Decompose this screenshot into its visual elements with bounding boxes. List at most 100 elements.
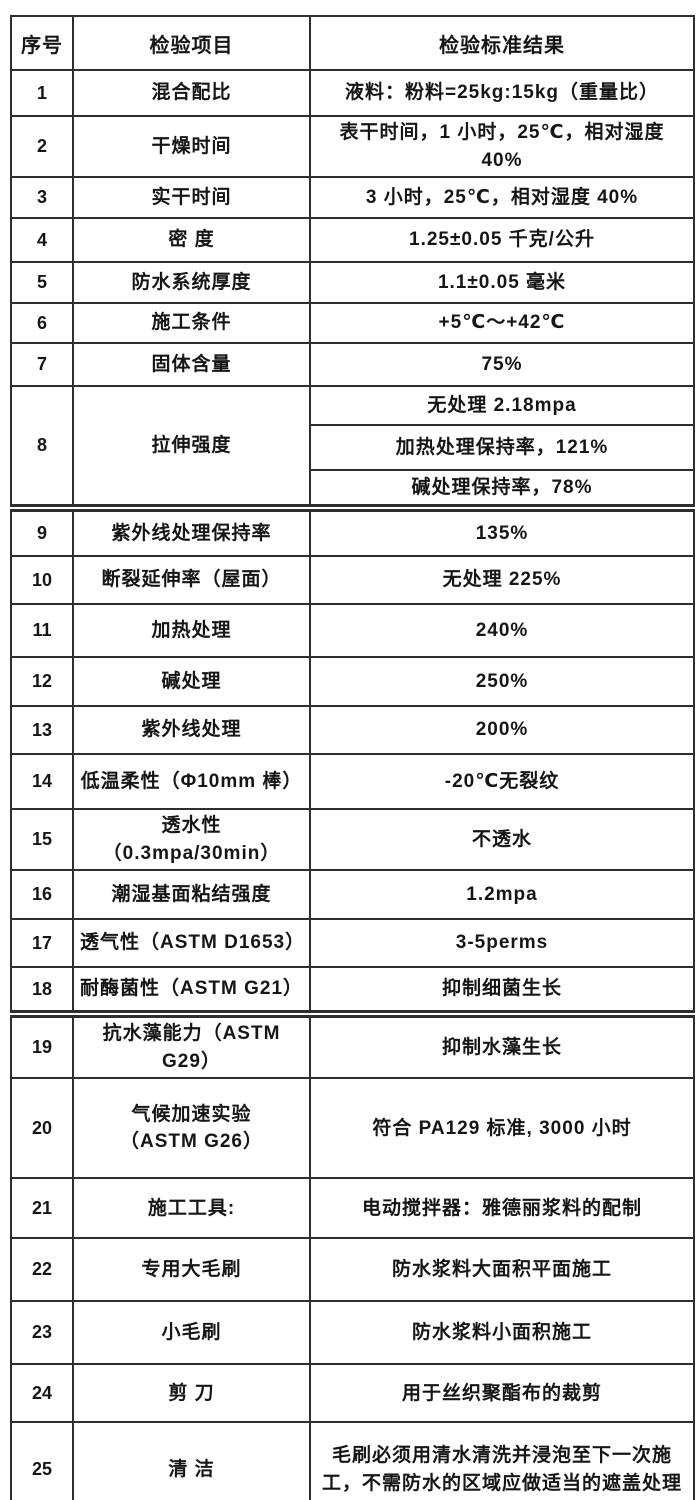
result-cell: 不透水: [309, 808, 695, 872]
item-cell: 断裂延伸率（屋面）: [72, 555, 311, 606]
table-row: 2 干燥时间 表干时间，1 小时，25℃，相对湿度 40%: [10, 114, 695, 179]
result-cell: 防水浆料大面积平面施工: [309, 1237, 695, 1303]
table-row: 3 实干时间 3 小时，25℃，相对湿度 40%: [10, 176, 695, 220]
table-row: 15 透水性（0.3mpa/30min） 不透水: [10, 808, 695, 872]
inspection-standards-table: 序号 检验项目 检验标准结果 1 混合配比 液料：粉料=25kg:15kg（重量比）…: [10, 15, 695, 1500]
item-cell: 加热处理: [72, 603, 311, 659]
table-row: 22 专用大毛刷 防水浆料大面积平面施工: [10, 1237, 695, 1303]
item-cell: 抗水藻能力（ASTM G29）: [72, 1010, 311, 1080]
table-row: 5 防水系统厚度 1.1±0.05 毫米: [10, 261, 695, 305]
table-row: 12 碱处理 250%: [10, 656, 695, 708]
table-row: 16 潮湿基面粘结强度 1.2mpa: [10, 869, 695, 921]
item-cell: 专用大毛刷: [72, 1237, 311, 1303]
result-cell: 抑制细菌生长: [309, 966, 695, 1016]
table-row: 1 混合配比 液料：粉料=25kg:15kg（重量比）: [10, 69, 695, 117]
item-cell: 透水性（0.3mpa/30min）: [72, 808, 311, 872]
item-cell: 小毛刷: [72, 1300, 311, 1366]
table-row: 19 抗水藻能力（ASTM G29） 抑制水藻生长: [10, 1010, 695, 1080]
table-row: 14 低温柔性（Φ10mm 棒） -20℃无裂纹: [10, 753, 695, 811]
result-cell: +5℃～+42℃: [309, 302, 695, 345]
item-cell: 施工工具:: [72, 1177, 311, 1240]
result-cell: 1.1±0.05 毫米: [309, 261, 695, 305]
item-cell: 防水系统厚度: [72, 261, 311, 305]
table-header-row: 序号 检验项目 检验标准结果: [10, 15, 695, 71]
row-number-cell: 25: [10, 1421, 74, 1500]
table-row: 10 断裂延伸率（屋面） 无处理 225%: [10, 555, 695, 606]
row-number-cell: 11: [10, 603, 74, 659]
item-cell: 密 度: [72, 217, 311, 264]
table-row: 20 气候加速实验 （ASTM G26） 符合 PA129 标准, 3000 小时: [10, 1077, 695, 1180]
item-cell: 固体含量: [72, 342, 311, 388]
table-row: 6 施工条件 +5℃～+42℃: [10, 302, 695, 345]
table-row: 8 拉伸强度 无处理 2.18mpa: [10, 385, 695, 510]
row-number-cell: 8: [10, 385, 74, 510]
row-number-cell: 2: [10, 114, 74, 179]
row-number-cell: 6: [10, 302, 74, 345]
row-number-cell: 4: [10, 217, 74, 264]
item-cell: 气候加速实验 （ASTM G26）: [72, 1077, 311, 1180]
result-cell: 3 小时，25℃，相对湿度 40%: [309, 176, 695, 220]
table-row: 9 紫外线处理保持率 135%: [10, 504, 695, 558]
result-cell: 200%: [309, 705, 695, 756]
row-number-cell: 5: [10, 261, 74, 305]
result-cell: 符合 PA129 标准, 3000 小时: [309, 1077, 695, 1180]
result-subcell: 加热处理保持率，121%: [309, 424, 695, 472]
result-cell: 250%: [309, 656, 695, 708]
result-cell: 75%: [309, 342, 695, 388]
row-number-cell: 3: [10, 176, 74, 220]
item-cell: 潮湿基面粘结强度: [72, 869, 311, 921]
header-seq-no: 序号: [10, 15, 74, 71]
result-cell: 液料：粉料=25kg:15kg（重量比）: [309, 69, 695, 117]
table-row: 13 紫外线处理 200%: [10, 705, 695, 756]
table-subrow: 碱处理保持率，78%: [11, 469, 695, 510]
row-number-cell: 18: [10, 966, 74, 1016]
row-number-cell: 1: [10, 69, 74, 117]
result-cell: 135%: [309, 504, 695, 558]
result-cell: 表干时间，1 小时，25℃，相对湿度 40%: [309, 114, 695, 179]
item-cell: 混合配比: [72, 69, 311, 117]
item-cell: 耐酶菌性（ASTM G21）: [72, 966, 311, 1016]
table-row: 24 剪 刀用于丝织聚酯布的裁剪: [10, 1363, 695, 1424]
item-cell: 拉伸强度: [72, 385, 311, 510]
result-cell: 1.2mpa: [309, 869, 695, 921]
table-row: 21 施工工具: 电动搅拌器：雅德丽浆料的配制: [10, 1177, 695, 1240]
table-row: 17 透气性（ASTM D1653） 3-5perms: [10, 918, 695, 969]
item-cell: 施工条件: [72, 302, 311, 345]
row-number-cell: 9: [10, 504, 74, 558]
row-number-cell: 14: [10, 753, 74, 811]
row-number-cell: 24: [10, 1363, 74, 1424]
result-subcell: 碱处理保持率，78%: [309, 469, 695, 510]
table-row: 23 小毛刷 防水浆料小面积施工: [10, 1300, 695, 1366]
result-cell: 电动搅拌器：雅德丽浆料的配制: [309, 1177, 695, 1240]
item-cell: 低温柔性（Φ10mm 棒）: [72, 753, 311, 811]
row-number-cell: 23: [10, 1300, 74, 1366]
row-number-cell: 17: [10, 918, 74, 969]
result-cell: 无处理 225%: [309, 555, 695, 606]
result-cell: 3-5perms: [309, 918, 695, 969]
item-cell: 剪 刀: [72, 1363, 311, 1424]
result-subcell: 无处理 2.18mpa: [309, 385, 695, 427]
row-number-cell: 20: [10, 1077, 74, 1180]
table-row: 7 固体含量 75%: [10, 342, 695, 388]
item-cell: 碱处理: [72, 656, 311, 708]
table-row: 11 加热处理 240%: [10, 603, 695, 659]
result-cell: 用于丝织聚酯布的裁剪: [309, 1363, 695, 1424]
result-cell: 防水浆料小面积施工: [309, 1300, 695, 1366]
result-cell: 抑制水藻生长: [309, 1010, 695, 1080]
header-inspection-item: 检验项目: [72, 15, 311, 71]
header-standard-result: 检验标准结果: [309, 15, 695, 71]
result-cell: 240%: [309, 603, 695, 659]
result-cell: -20℃无裂纹: [309, 753, 695, 811]
item-cell: 透气性（ASTM D1653）: [72, 918, 311, 969]
table-row: 18 耐酶菌性（ASTM G21） 抑制细菌生长: [10, 966, 695, 1016]
item-cell: 紫外线处理: [72, 705, 311, 756]
row-number-cell: 12: [10, 656, 74, 708]
row-number-cell: 22: [10, 1237, 74, 1303]
row-number-cell: 15: [10, 808, 74, 872]
row-number-cell: 19: [10, 1010, 74, 1080]
row-number-cell: 7: [10, 342, 74, 388]
item-cell: 清 洁: [72, 1421, 311, 1500]
row-number-cell: 21: [10, 1177, 74, 1240]
table-subrow: 加热处理保持率，121%: [11, 424, 695, 472]
